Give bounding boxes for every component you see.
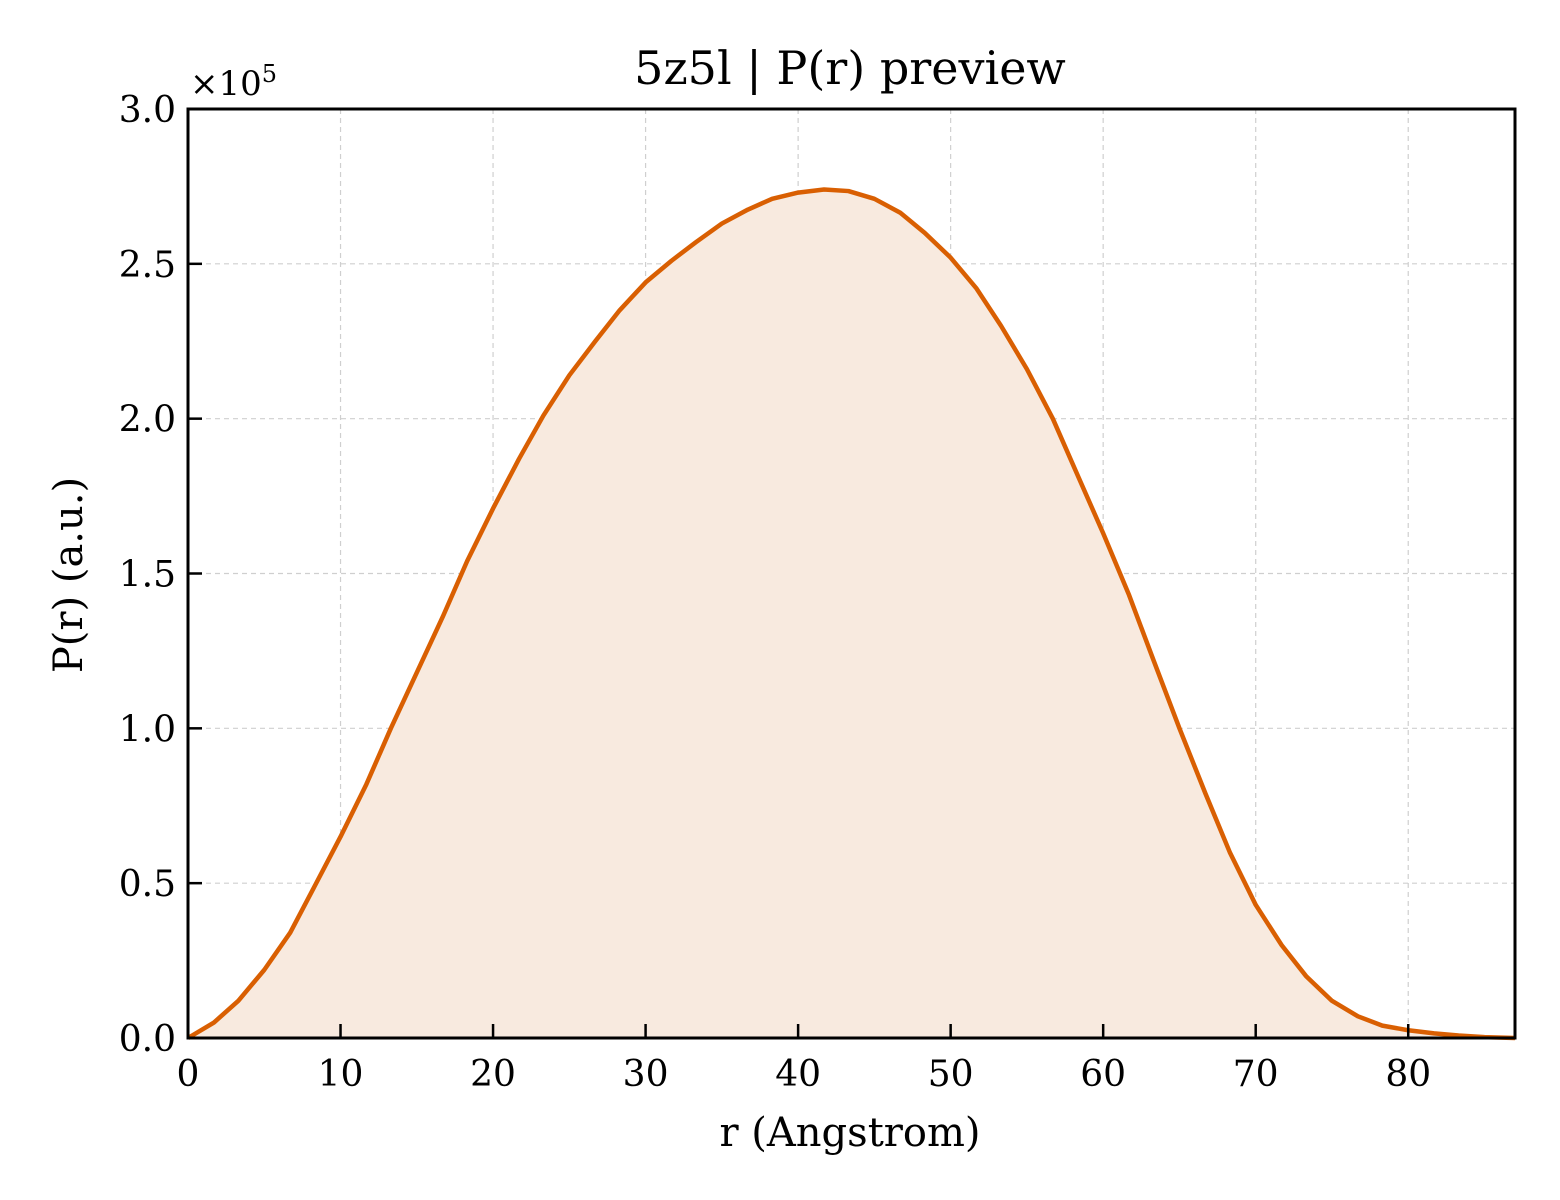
x-axis-label: r (Angstrom) [719, 1110, 980, 1156]
y-tick-label: 2.5 [119, 245, 176, 286]
chart-title: 5z5l | P(r) preview [634, 41, 1066, 95]
y-tick-label: 2.0 [119, 400, 176, 441]
tick-layer: 0 10 20 30 40 50 60 70 80 0.0 0.5 1.0 1.5 2.0 2.5 3.0 [119, 90, 1431, 1095]
y-axis-label: P(r) (a.u.) [46, 477, 92, 673]
x-tick-label: 20 [470, 1054, 516, 1095]
y-tick-label: 1.0 [119, 709, 176, 750]
y-axis-multiplier: ×105 [190, 60, 277, 104]
x-tick-label: 70 [1233, 1054, 1279, 1095]
y-tick-label: 1.5 [119, 555, 176, 596]
x-tick-label: 60 [1080, 1054, 1126, 1095]
x-tick-label: 80 [1385, 1054, 1431, 1095]
x-tick-label: 10 [318, 1054, 364, 1095]
area-fill [188, 189, 1515, 1038]
y-multiplier-base: ×10 [190, 64, 262, 104]
series-line [186, 187, 1516, 1041]
y-tick-label: 3.0 [119, 90, 176, 131]
y-tick-label: 0.5 [119, 864, 176, 905]
y-multiplier-exponent: 5 [262, 60, 277, 88]
x-tick-label: 50 [928, 1054, 974, 1095]
y-tick-label: 0.0 [119, 1019, 176, 1060]
x-tick-label: 0 [177, 1054, 200, 1095]
x-tick-label: 40 [775, 1054, 821, 1095]
x-tick-label: 30 [623, 1054, 669, 1095]
